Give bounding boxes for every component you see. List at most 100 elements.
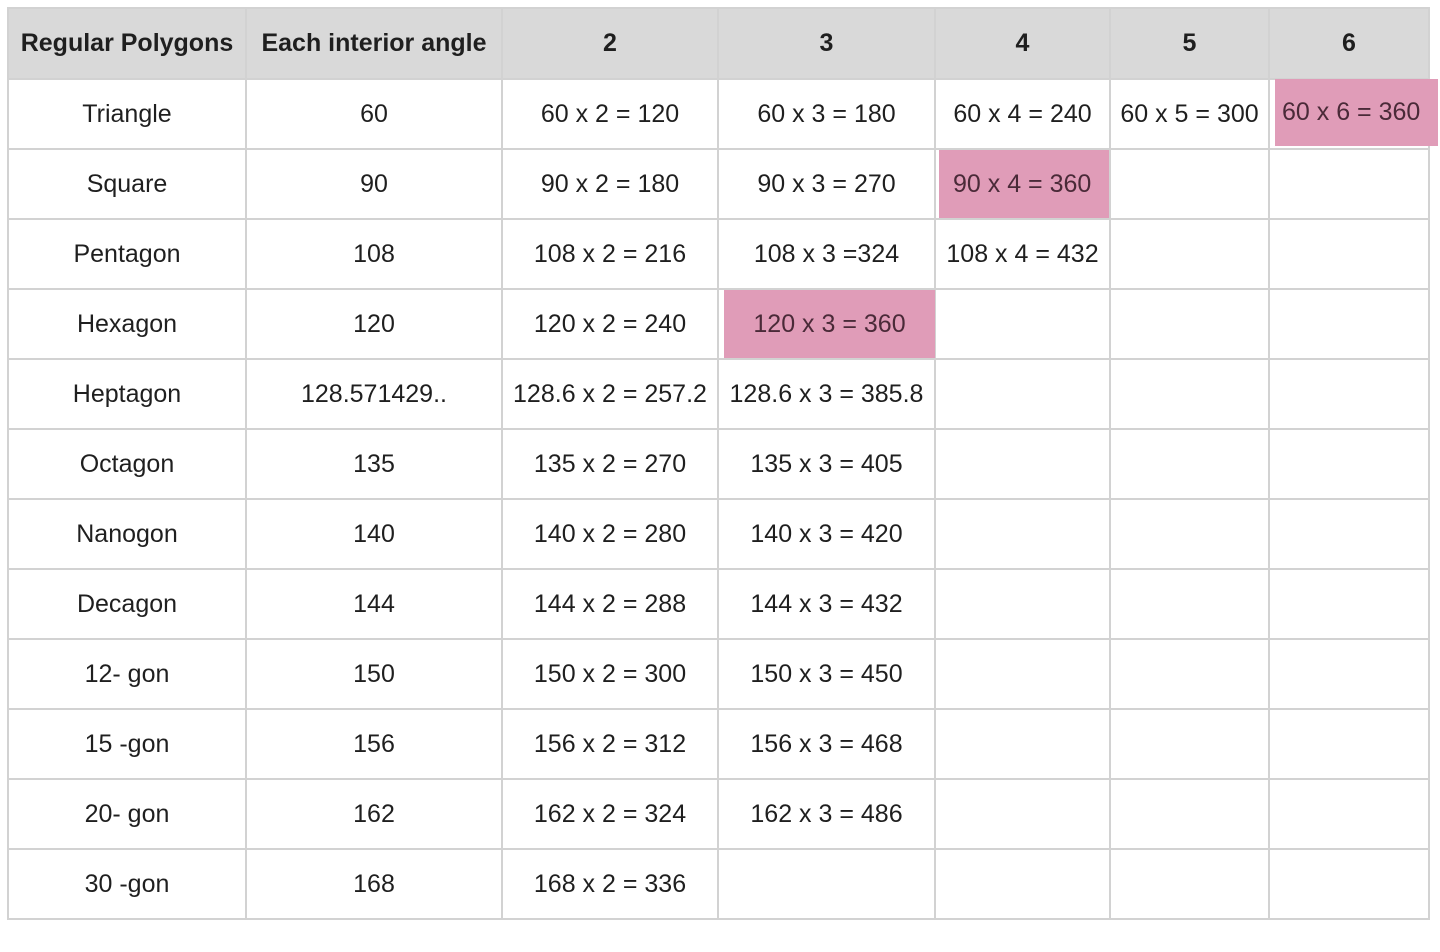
product-cell: 90 x 2 = 180 xyxy=(501,148,719,220)
highlight-box: 60 x 6 = 360 xyxy=(1275,79,1438,146)
table-row: 15 -gon 156 156 x 2 = 312 156 x 3 = 468 xyxy=(7,708,1430,780)
interior-angle: 128.571429.. xyxy=(245,358,503,430)
polygon-name: 20- gon xyxy=(7,778,247,850)
product-cell xyxy=(1268,848,1430,920)
product-cell xyxy=(1268,708,1430,780)
product-cell xyxy=(934,638,1111,710)
polygon-name: Nanogon xyxy=(7,498,247,570)
table-row: 20- gon 162 162 x 2 = 324 162 x 3 = 486 xyxy=(7,778,1430,850)
header-times-3: 3 xyxy=(717,7,936,80)
product-cell xyxy=(1109,288,1270,360)
product-cell xyxy=(1109,428,1270,500)
polygon-name: Hexagon xyxy=(7,288,247,360)
table-row: Nanogon 140 140 x 2 = 280 140 x 3 = 420 xyxy=(7,498,1430,570)
product-cell xyxy=(717,848,936,920)
product-cell xyxy=(1109,568,1270,640)
interior-angle: 135 xyxy=(245,428,503,500)
header-polygons: Regular Polygons xyxy=(7,7,247,80)
product-cell xyxy=(934,778,1111,850)
table-container: Regular Polygons Each interior angle 2 3… xyxy=(7,7,1438,920)
product-cell xyxy=(1109,148,1270,220)
interior-angle: 120 xyxy=(245,288,503,360)
product-cell: 120 x 2 = 240 xyxy=(501,288,719,360)
product-cell: 150 x 3 = 450 xyxy=(717,638,936,710)
product-cell: 162 x 3 = 486 xyxy=(717,778,936,850)
product-cell xyxy=(934,428,1111,500)
product-cell: 140 x 3 = 420 xyxy=(717,498,936,570)
product-cell: 108 x 3 =324 xyxy=(717,218,936,290)
product-cell xyxy=(1268,358,1430,430)
product-cell: 156 x 3 = 468 xyxy=(717,708,936,780)
interior-angle: 108 xyxy=(245,218,503,290)
interior-angle: 90 xyxy=(245,148,503,220)
product-cell xyxy=(1109,848,1270,920)
table-row: Triangle 60 60 x 2 = 120 60 x 3 = 180 60… xyxy=(7,78,1438,150)
product-cell xyxy=(1109,708,1270,780)
product-cell xyxy=(1109,778,1270,850)
interior-angle: 144 xyxy=(245,568,503,640)
product-cell xyxy=(1268,498,1430,570)
product-cell: 140 x 2 = 280 xyxy=(501,498,719,570)
highlight-box: 120 x 3 = 360 xyxy=(724,290,935,358)
header-interior-angle: Each interior angle xyxy=(245,7,503,80)
table-row: Square 90 90 x 2 = 180 90 x 3 = 270 90 x… xyxy=(7,148,1430,220)
polygon-name: Triangle xyxy=(7,78,247,150)
product-cell xyxy=(1268,778,1430,850)
table-row: Heptagon 128.571429.. 128.6 x 2 = 257.2 … xyxy=(7,358,1430,430)
product-cell: 60 x 3 = 180 xyxy=(717,78,936,150)
highlight-cell-triangle: 60 x 6 = 360 xyxy=(1268,78,1438,150)
polygon-name: 15 -gon xyxy=(7,708,247,780)
product-cell xyxy=(1109,218,1270,290)
interior-angle: 60 xyxy=(245,78,503,150)
product-cell: 156 x 2 = 312 xyxy=(501,708,719,780)
product-cell xyxy=(1109,358,1270,430)
product-cell xyxy=(934,848,1111,920)
header-times-6: 6 xyxy=(1268,7,1430,80)
interior-angle: 156 xyxy=(245,708,503,780)
polygon-name: 12- gon xyxy=(7,638,247,710)
product-cell xyxy=(934,498,1111,570)
polygon-angle-table: Regular Polygons Each interior angle 2 3… xyxy=(7,7,1438,920)
polygon-name: Square xyxy=(7,148,247,220)
product-cell: 128.6 x 2 = 257.2 xyxy=(501,358,719,430)
product-cell xyxy=(934,288,1111,360)
product-cell xyxy=(1268,568,1430,640)
interior-angle: 162 xyxy=(245,778,503,850)
table-row: Decagon 144 144 x 2 = 288 144 x 3 = 432 xyxy=(7,568,1430,640)
product-cell: 108 x 2 = 216 xyxy=(501,218,719,290)
product-cell xyxy=(1268,638,1430,710)
polygon-name: 30 -gon xyxy=(7,848,247,920)
interior-angle: 168 xyxy=(245,848,503,920)
product-cell: 144 x 2 = 288 xyxy=(501,568,719,640)
header-times-5: 5 xyxy=(1109,7,1270,80)
product-cell xyxy=(934,708,1111,780)
product-cell xyxy=(1268,288,1430,360)
highlight-box: 90 x 4 = 360 xyxy=(939,150,1109,218)
product-cell: 150 x 2 = 300 xyxy=(501,638,719,710)
interior-angle: 140 xyxy=(245,498,503,570)
product-cell xyxy=(1109,638,1270,710)
polygon-name: Heptagon xyxy=(7,358,247,430)
product-cell: 108 x 4 = 432 xyxy=(934,218,1111,290)
table-row: Pentagon 108 108 x 2 = 216 108 x 3 =324 … xyxy=(7,218,1430,290)
product-cell: 90 x 3 = 270 xyxy=(717,148,936,220)
highlight-cell-square: 90 x 4 = 360 xyxy=(934,148,1111,220)
table-row: Octagon 135 135 x 2 = 270 135 x 3 = 405 xyxy=(7,428,1430,500)
product-cell: 128.6 x 3 = 385.8 xyxy=(717,358,936,430)
table-row: 30 -gon 168 168 x 2 = 336 xyxy=(7,848,1430,920)
product-cell: 162 x 2 = 324 xyxy=(501,778,719,850)
header-times-4: 4 xyxy=(934,7,1111,80)
product-cell: 60 x 2 = 120 xyxy=(501,78,719,150)
product-cell: 168 x 2 = 336 xyxy=(501,848,719,920)
product-cell: 135 x 2 = 270 xyxy=(501,428,719,500)
polygon-name: Decagon xyxy=(7,568,247,640)
product-cell: 60 x 4 = 240 xyxy=(934,78,1111,150)
product-cell xyxy=(1268,428,1430,500)
product-cell xyxy=(934,568,1111,640)
header-row: Regular Polygons Each interior angle 2 3… xyxy=(7,7,1430,80)
product-cell xyxy=(1109,498,1270,570)
table-row: Hexagon 120 120 x 2 = 240 120 x 3 = 360 xyxy=(7,288,1430,360)
table-row: 12- gon 150 150 x 2 = 300 150 x 3 = 450 xyxy=(7,638,1430,710)
highlight-cell-hexagon: 120 x 3 = 360 xyxy=(717,288,936,360)
product-cell: 135 x 3 = 405 xyxy=(717,428,936,500)
